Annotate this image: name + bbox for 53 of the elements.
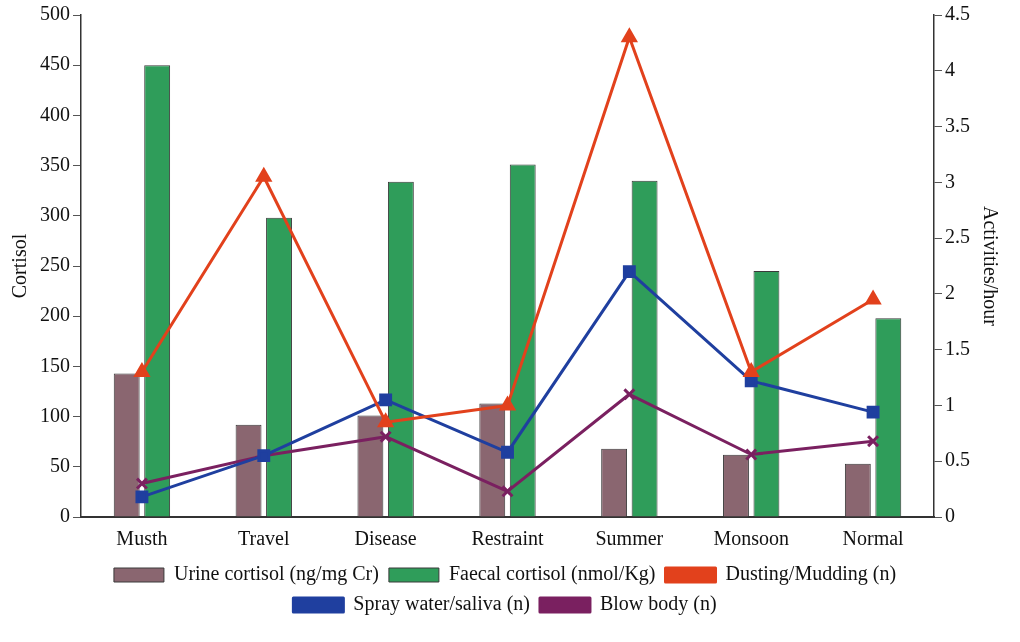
point (622, 265, 636, 279)
y-tick-label: 300 (40, 203, 70, 226)
y-tick-label: 50 (50, 454, 70, 477)
legend-label: Spray water/saliva (n) (353, 592, 530, 616)
point (622, 387, 636, 401)
point (866, 405, 880, 419)
point (744, 448, 758, 461)
y2-axis-title: Activities/hour (979, 206, 1002, 327)
legend-label: Urine cortisol (ng/mg Cr) (173, 562, 379, 586)
y2-tick-label: 0.5 (945, 448, 970, 471)
y-tick-label: 0 (60, 504, 70, 527)
point (134, 363, 150, 377)
y-tick-label: 500 (40, 2, 70, 25)
point (378, 413, 394, 428)
y-tick-label: 250 (40, 253, 70, 276)
x-tick-label: Disease (354, 527, 417, 550)
point (379, 393, 393, 407)
x-tick-label: Monsoon (713, 527, 789, 550)
x-tick-label: Musth (116, 527, 168, 550)
point (379, 430, 393, 444)
y2-tick-label: 3 (945, 169, 955, 192)
y2-tick-label: 2.5 (945, 225, 970, 248)
y2-tick-label: 1.5 (945, 336, 970, 359)
y-tick-label: 450 (40, 52, 70, 75)
x-tick-label: Summer (595, 527, 664, 550)
point (501, 484, 514, 498)
y2-tick-label: 1 (945, 392, 955, 415)
y-tick-label: 400 (40, 102, 70, 125)
x-tick-label: Travel (238, 527, 290, 550)
legend-label: Faecal cortisol (nmol/Kg) (448, 562, 656, 586)
y2-tick-label: 4 (945, 58, 955, 81)
y-tick-label: 350 (40, 152, 70, 175)
point (621, 28, 637, 43)
y2-tick-label: 3.5 (945, 113, 970, 136)
point (743, 363, 759, 377)
y-axis-title: Cortisol (8, 233, 31, 299)
y-tick-label: 100 (40, 403, 70, 426)
y2-tick-label: 0 (945, 504, 955, 527)
point (866, 434, 880, 448)
point (865, 290, 881, 305)
legend-label: Blow body (n) (599, 592, 717, 616)
legend-label: Dusting/Mudding (n) (725, 562, 897, 586)
x-tick-label: Normal (842, 527, 905, 550)
y-tick-label: 200 (40, 303, 70, 326)
y2-tick-label: 2 (945, 281, 955, 304)
x-tick-label: Restraint (471, 527, 545, 550)
point (256, 168, 272, 182)
point (501, 445, 514, 459)
y-tick-label: 150 (40, 353, 70, 376)
point (499, 396, 516, 411)
y2-tick-label: 4.5 (945, 2, 970, 25)
point (135, 477, 149, 490)
point (135, 490, 149, 504)
